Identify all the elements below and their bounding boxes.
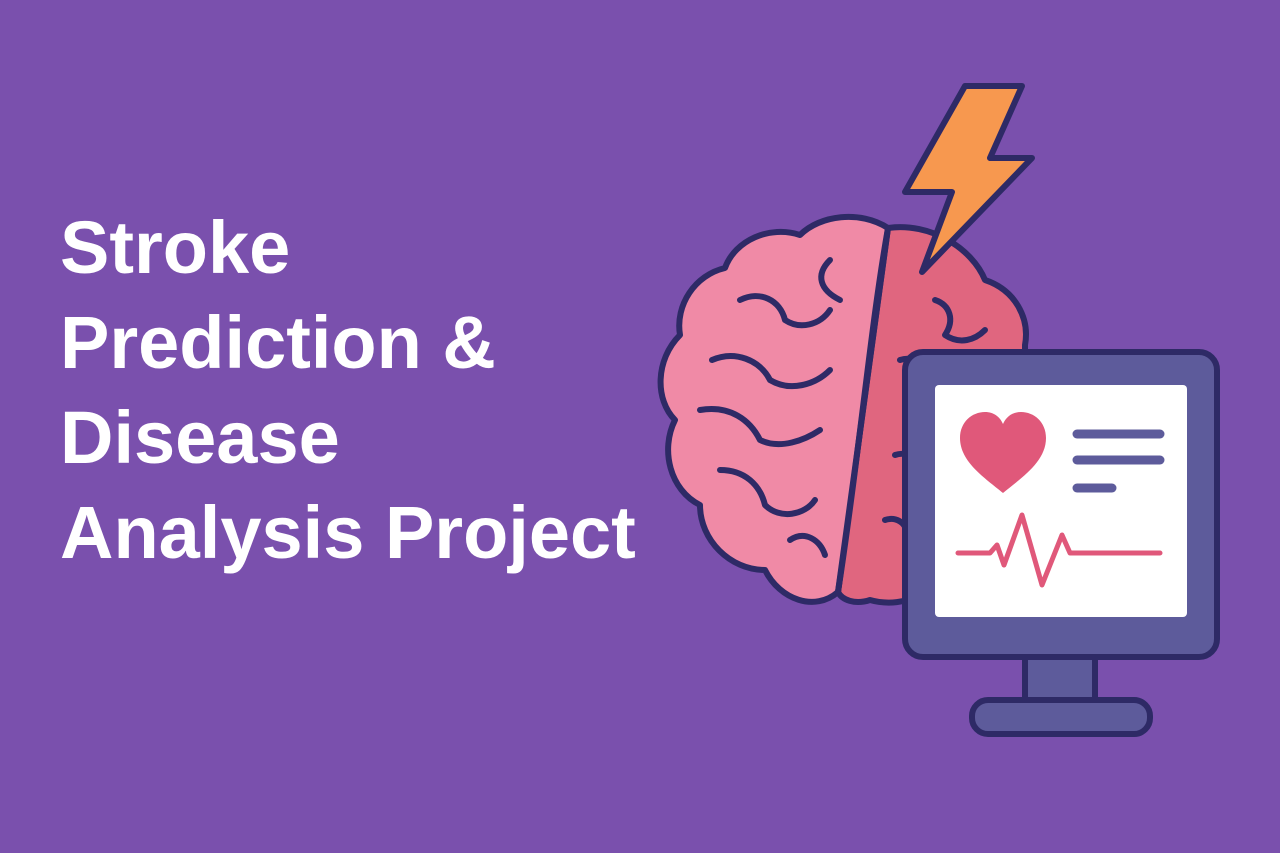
lightning-bolt-icon [902,83,1035,275]
brain-fissure [835,225,891,595]
brain-fold [697,406,823,448]
brain-fold [717,467,818,518]
brain-fold [818,257,843,303]
heartbeat-line-icon [955,512,1163,588]
monitor-base [969,697,1153,737]
brain-fold [709,353,833,390]
title-line: Disease [60,396,340,479]
brain-fold [737,293,833,329]
title-line: Prediction & [60,301,496,384]
page-title: Stroke Prediction & Disease Analysis Pro… [60,200,636,580]
brain-fold [932,297,988,344]
screen-text-lines [1072,429,1165,493]
title-line: Analysis Project [60,491,636,574]
brain-fold [787,533,828,558]
heart-icon [960,412,1046,493]
title-line: Stroke [60,206,291,289]
